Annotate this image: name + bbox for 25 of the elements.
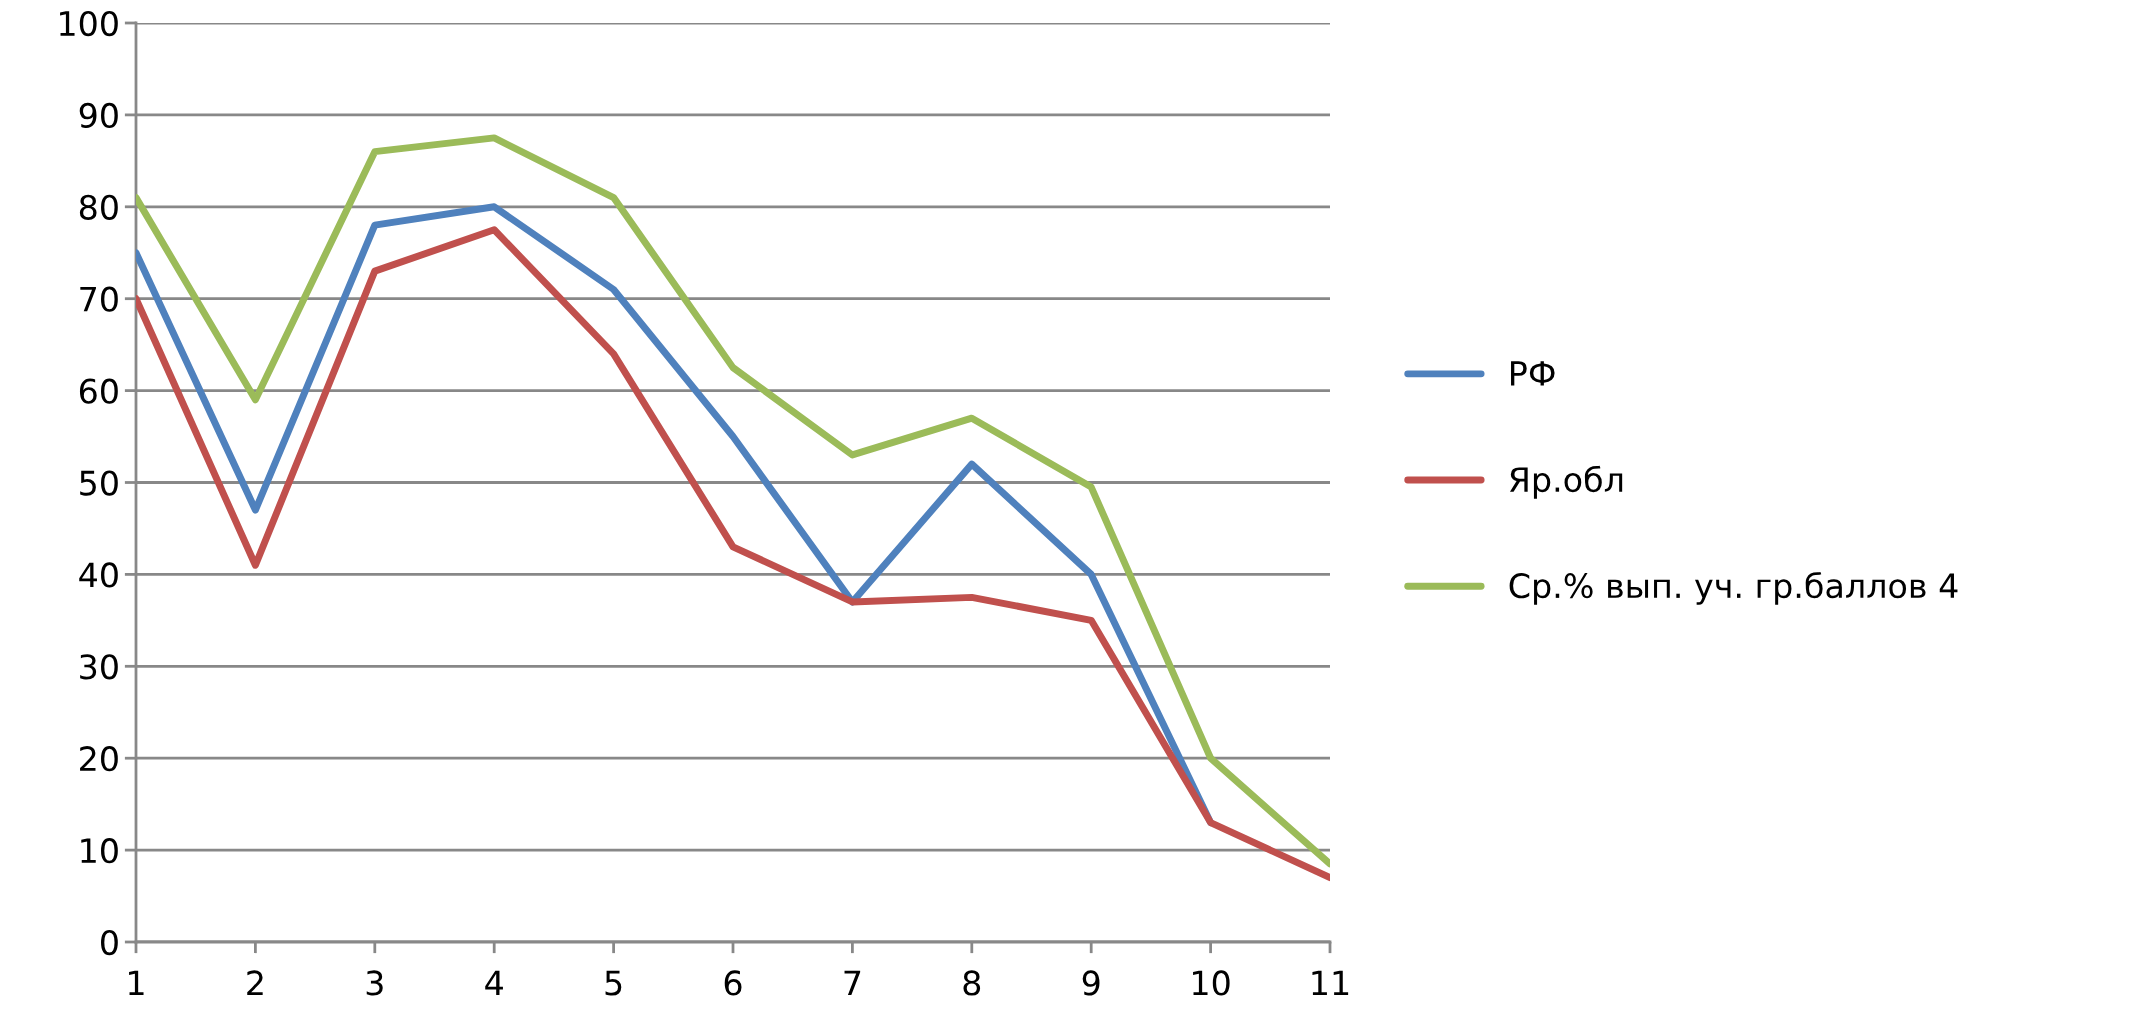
y-tick-label: 80: [79, 194, 118, 220]
x-tick-label: 9: [1082, 970, 1100, 996]
y-tick-label: 70: [80, 286, 118, 312]
x-tick-label: 7: [844, 970, 861, 996]
y-tick-label: 100: [60, 10, 118, 37]
y-tick-label: 10: [81, 838, 118, 864]
x-tick-label: 5: [605, 970, 622, 996]
x-tick-label: 3: [366, 970, 383, 996]
x-tick-label: 11: [1312, 970, 1349, 996]
y-tick-label: 60: [79, 378, 118, 404]
legend-label: Яр.обл: [1509, 465, 1623, 499]
y-tick-label: 50: [80, 470, 118, 496]
y-tick-label: 30: [80, 654, 118, 680]
y-tick-label: 40: [79, 562, 118, 588]
y-tick-label: 0: [101, 929, 118, 956]
x-tick-label: 4: [485, 970, 503, 996]
y-tick-label: 20: [80, 746, 118, 772]
x-tick-label: 8: [963, 970, 981, 996]
x-tick-label: 6: [724, 970, 742, 996]
legend-label: РФ: [1511, 361, 1555, 386]
x-tick-label: 10: [1193, 970, 1230, 996]
x-tick-label: 1: [129, 970, 144, 996]
legend-label: Ср.% вып. уч. гр.баллов 4: [1509, 571, 1958, 605]
x-tick-label: 2: [247, 970, 263, 996]
y-tick-label: 90: [79, 102, 118, 129]
